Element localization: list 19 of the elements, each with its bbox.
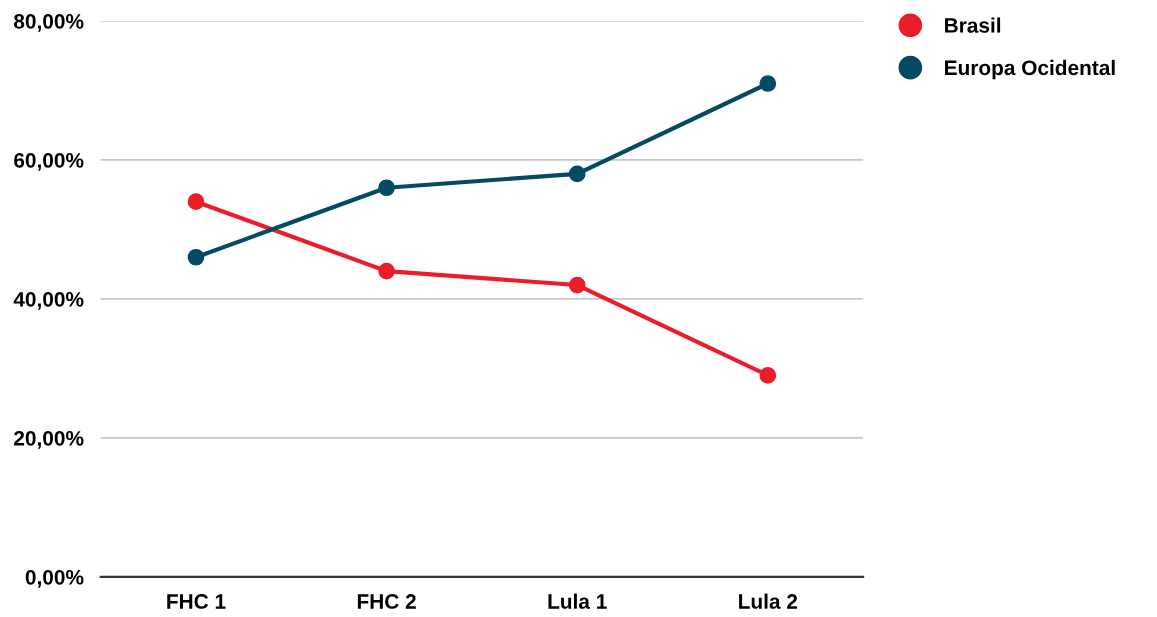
- point: [759, 367, 777, 384]
- point: [568, 165, 586, 183]
- x-tick-label: Lula 1: [548, 593, 607, 609]
- point: [759, 75, 777, 92]
- point: [187, 193, 205, 210]
- x-tick-label: Lula 2: [739, 593, 798, 609]
- point: [378, 262, 395, 280]
- x-tick-label: FHC 2: [357, 594, 416, 609]
- y-tick-label: 40,00%: [13, 291, 84, 310]
- legend-label: Europa Ocidental: [945, 59, 1115, 80]
- legend-label: Brasil: [945, 17, 1001, 33]
- y-tick-label: 60,00%: [14, 152, 84, 171]
- point: [568, 276, 586, 294]
- point: [187, 248, 205, 266]
- y-tick-label: 80,00%: [14, 13, 84, 32]
- y-tick-label: 0,00%: [25, 569, 84, 588]
- point: [378, 179, 395, 197]
- y-tick-label: 20,00%: [14, 430, 84, 449]
- x-tick-label: FHC 1: [167, 594, 226, 609]
